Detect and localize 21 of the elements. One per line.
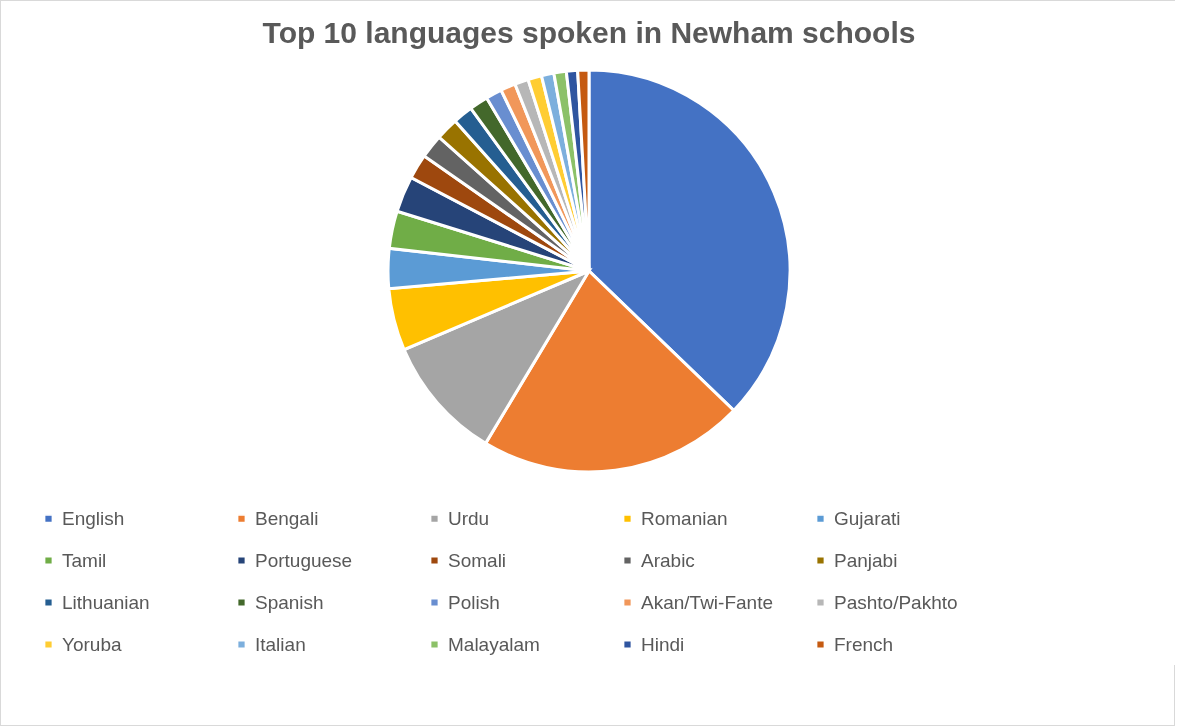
legend-label: Tamil bbox=[62, 549, 107, 571]
legend-label: Polish bbox=[448, 591, 500, 613]
legend-label: Somali bbox=[448, 549, 507, 571]
legend-label: Gujarati bbox=[834, 507, 901, 529]
legend-label: Portuguese bbox=[255, 549, 353, 571]
legend-label: Panjabi bbox=[834, 549, 898, 571]
legend-label: Arabic bbox=[641, 549, 695, 571]
legend-label: Lithuanian bbox=[62, 591, 150, 613]
legend-label: Romanian bbox=[641, 507, 728, 529]
legend-label: Italian bbox=[255, 633, 306, 655]
legend-label: French bbox=[834, 633, 894, 655]
legend-label: Malayalam bbox=[448, 633, 540, 655]
legend-label: Spanish bbox=[255, 591, 324, 613]
legend-label: Urdu bbox=[448, 507, 490, 529]
legend-label: Akan/Twi-Fante bbox=[641, 591, 773, 613]
legend-label: Pashto/Pakhto bbox=[834, 591, 958, 613]
legend-label: English bbox=[62, 507, 125, 529]
legend-label: Bengali bbox=[255, 507, 319, 529]
legend-label: Hindi bbox=[641, 633, 685, 655]
chart-title: Top 10 languages spoken in Newham schools bbox=[262, 16, 916, 49]
legend-label: Yoruba bbox=[62, 633, 122, 655]
